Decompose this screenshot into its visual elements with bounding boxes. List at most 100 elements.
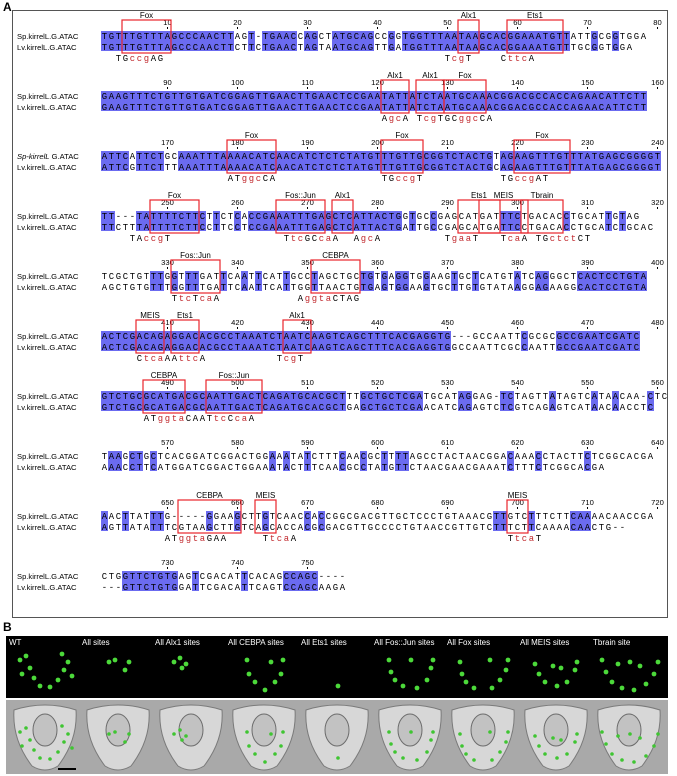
embryo-image-panel: WT All sites All Alx1 sites All CEBPA sites… bbox=[0, 622, 677, 776]
gfp-spot bbox=[430, 657, 436, 663]
identity-highlight bbox=[360, 391, 423, 411]
position-tick bbox=[237, 147, 238, 149]
embryo-gut bbox=[543, 713, 569, 747]
embryo-gut bbox=[397, 713, 423, 747]
gfp-spot bbox=[651, 671, 657, 677]
identity-highlight bbox=[577, 271, 647, 291]
gfp-overlay-spot bbox=[610, 752, 614, 756]
embryo-outline bbox=[225, 700, 303, 774]
position-tick bbox=[307, 387, 308, 389]
identity-highlight bbox=[605, 211, 612, 231]
position-number: 260 bbox=[231, 198, 244, 207]
brightfield-overlay-image bbox=[79, 700, 157, 774]
gfp-spot bbox=[471, 685, 477, 691]
position-tick bbox=[447, 87, 448, 89]
identity-highlight bbox=[101, 391, 346, 411]
gfp-overlay-spot bbox=[279, 744, 283, 748]
identity-highlight bbox=[451, 271, 458, 291]
position-number: 350 bbox=[301, 258, 314, 267]
position-tick bbox=[447, 147, 448, 149]
identity-highlight bbox=[262, 31, 297, 51]
gfp-overlay-spot bbox=[620, 758, 624, 762]
position-tick bbox=[377, 27, 378, 29]
gfp-overlay-spot bbox=[387, 730, 391, 734]
position-tick bbox=[167, 87, 168, 89]
fluorescence-image: WT bbox=[6, 636, 84, 698]
gfp-spot bbox=[122, 667, 128, 673]
brightfield-overlay-image bbox=[517, 700, 595, 774]
position-tick bbox=[657, 507, 658, 509]
identity-highlight bbox=[500, 391, 514, 411]
gfp-overlay-spot bbox=[543, 752, 547, 756]
position-number: 60 bbox=[513, 18, 521, 27]
gfp-overlay-spot bbox=[401, 756, 405, 760]
identity-highlight bbox=[122, 571, 178, 591]
gfp-overlay-spot bbox=[393, 750, 397, 754]
seq1-name: Sp.kirrelL.G.ATAC bbox=[17, 452, 79, 461]
gfp-spot bbox=[609, 679, 615, 685]
position-tick bbox=[447, 507, 448, 509]
seq2-row: AGTTATATTTCGTAAGCTTGTCAGCACCACGCGACGTTGC… bbox=[102, 523, 625, 533]
identity-highlight bbox=[185, 271, 199, 291]
position-tick bbox=[377, 507, 378, 509]
identity-highlight bbox=[472, 271, 479, 291]
position-number: 410 bbox=[161, 318, 174, 327]
brightfield-overlay-image bbox=[371, 700, 449, 774]
position-tick bbox=[377, 267, 378, 269]
identity-highlight bbox=[150, 511, 164, 531]
identity-highlight bbox=[220, 271, 227, 291]
position-number: 50 bbox=[443, 18, 451, 27]
panel-b-label: B bbox=[3, 620, 12, 634]
motif-box bbox=[310, 259, 361, 294]
gfp-spot bbox=[246, 671, 252, 677]
identity-highlight bbox=[283, 271, 290, 291]
identity-highlight bbox=[388, 31, 395, 51]
gfp-overlay-spot bbox=[70, 746, 74, 750]
gfp-overlay-spot bbox=[431, 730, 435, 734]
gfp-spot bbox=[627, 659, 633, 665]
gfp-spot bbox=[615, 661, 621, 667]
motif-label: Fox bbox=[535, 131, 548, 140]
gfp-spot bbox=[619, 685, 625, 691]
position-number: 750 bbox=[301, 558, 314, 567]
image-caption: All Fox sites bbox=[447, 638, 491, 647]
seq1-row: TAAGCTGCTCACGGATCGGACTGGAAATATCTTTCAACGC… bbox=[102, 452, 654, 462]
gfp-spot bbox=[179, 665, 185, 671]
gfp-spot bbox=[106, 659, 112, 665]
gfp-spot bbox=[392, 677, 398, 683]
identity-highlight bbox=[493, 511, 507, 531]
position-number: 440 bbox=[371, 318, 384, 327]
seq2-name: Lv.kirrelL.G.ATAC bbox=[17, 103, 77, 112]
gfp-overlay-spot bbox=[180, 738, 184, 742]
seq2-name: Lv.kirrelL.G.ATAC bbox=[17, 343, 77, 352]
gfp-spot bbox=[643, 681, 649, 687]
position-number: 300 bbox=[511, 198, 524, 207]
gfp-spot bbox=[532, 661, 538, 667]
motif-box bbox=[506, 499, 529, 534]
embryo-outline bbox=[517, 700, 595, 774]
identity-highlight bbox=[136, 211, 206, 231]
brightfield-overlay-image bbox=[152, 700, 230, 774]
fluorescence-image: All sites bbox=[79, 636, 157, 698]
position-tick bbox=[517, 207, 518, 209]
position-tick bbox=[657, 447, 658, 449]
gfp-spot bbox=[65, 659, 71, 665]
motif-label: CEBPA bbox=[322, 251, 349, 260]
seq2-name: Lv.kirrelL.G.ATAC bbox=[17, 403, 77, 412]
embryo-gut bbox=[470, 713, 496, 747]
gfp-spot bbox=[428, 665, 434, 671]
embryo-gut bbox=[105, 713, 131, 747]
gfp-overlay-spot bbox=[269, 732, 273, 736]
seq1-name: Sp.kirrelL.G.ATAC bbox=[17, 572, 79, 581]
identity-highlight bbox=[283, 451, 290, 471]
position-tick bbox=[167, 27, 168, 29]
position-tick bbox=[377, 387, 378, 389]
seq2-row: AAACCTTCATGGATCGGACTGGAAATACTTTCAACGCCTA… bbox=[102, 463, 605, 473]
gfp-spot bbox=[171, 659, 177, 665]
position-number: 610 bbox=[441, 438, 454, 447]
seq1-name: Sp.kirrelL.G.ATAC bbox=[17, 332, 79, 341]
